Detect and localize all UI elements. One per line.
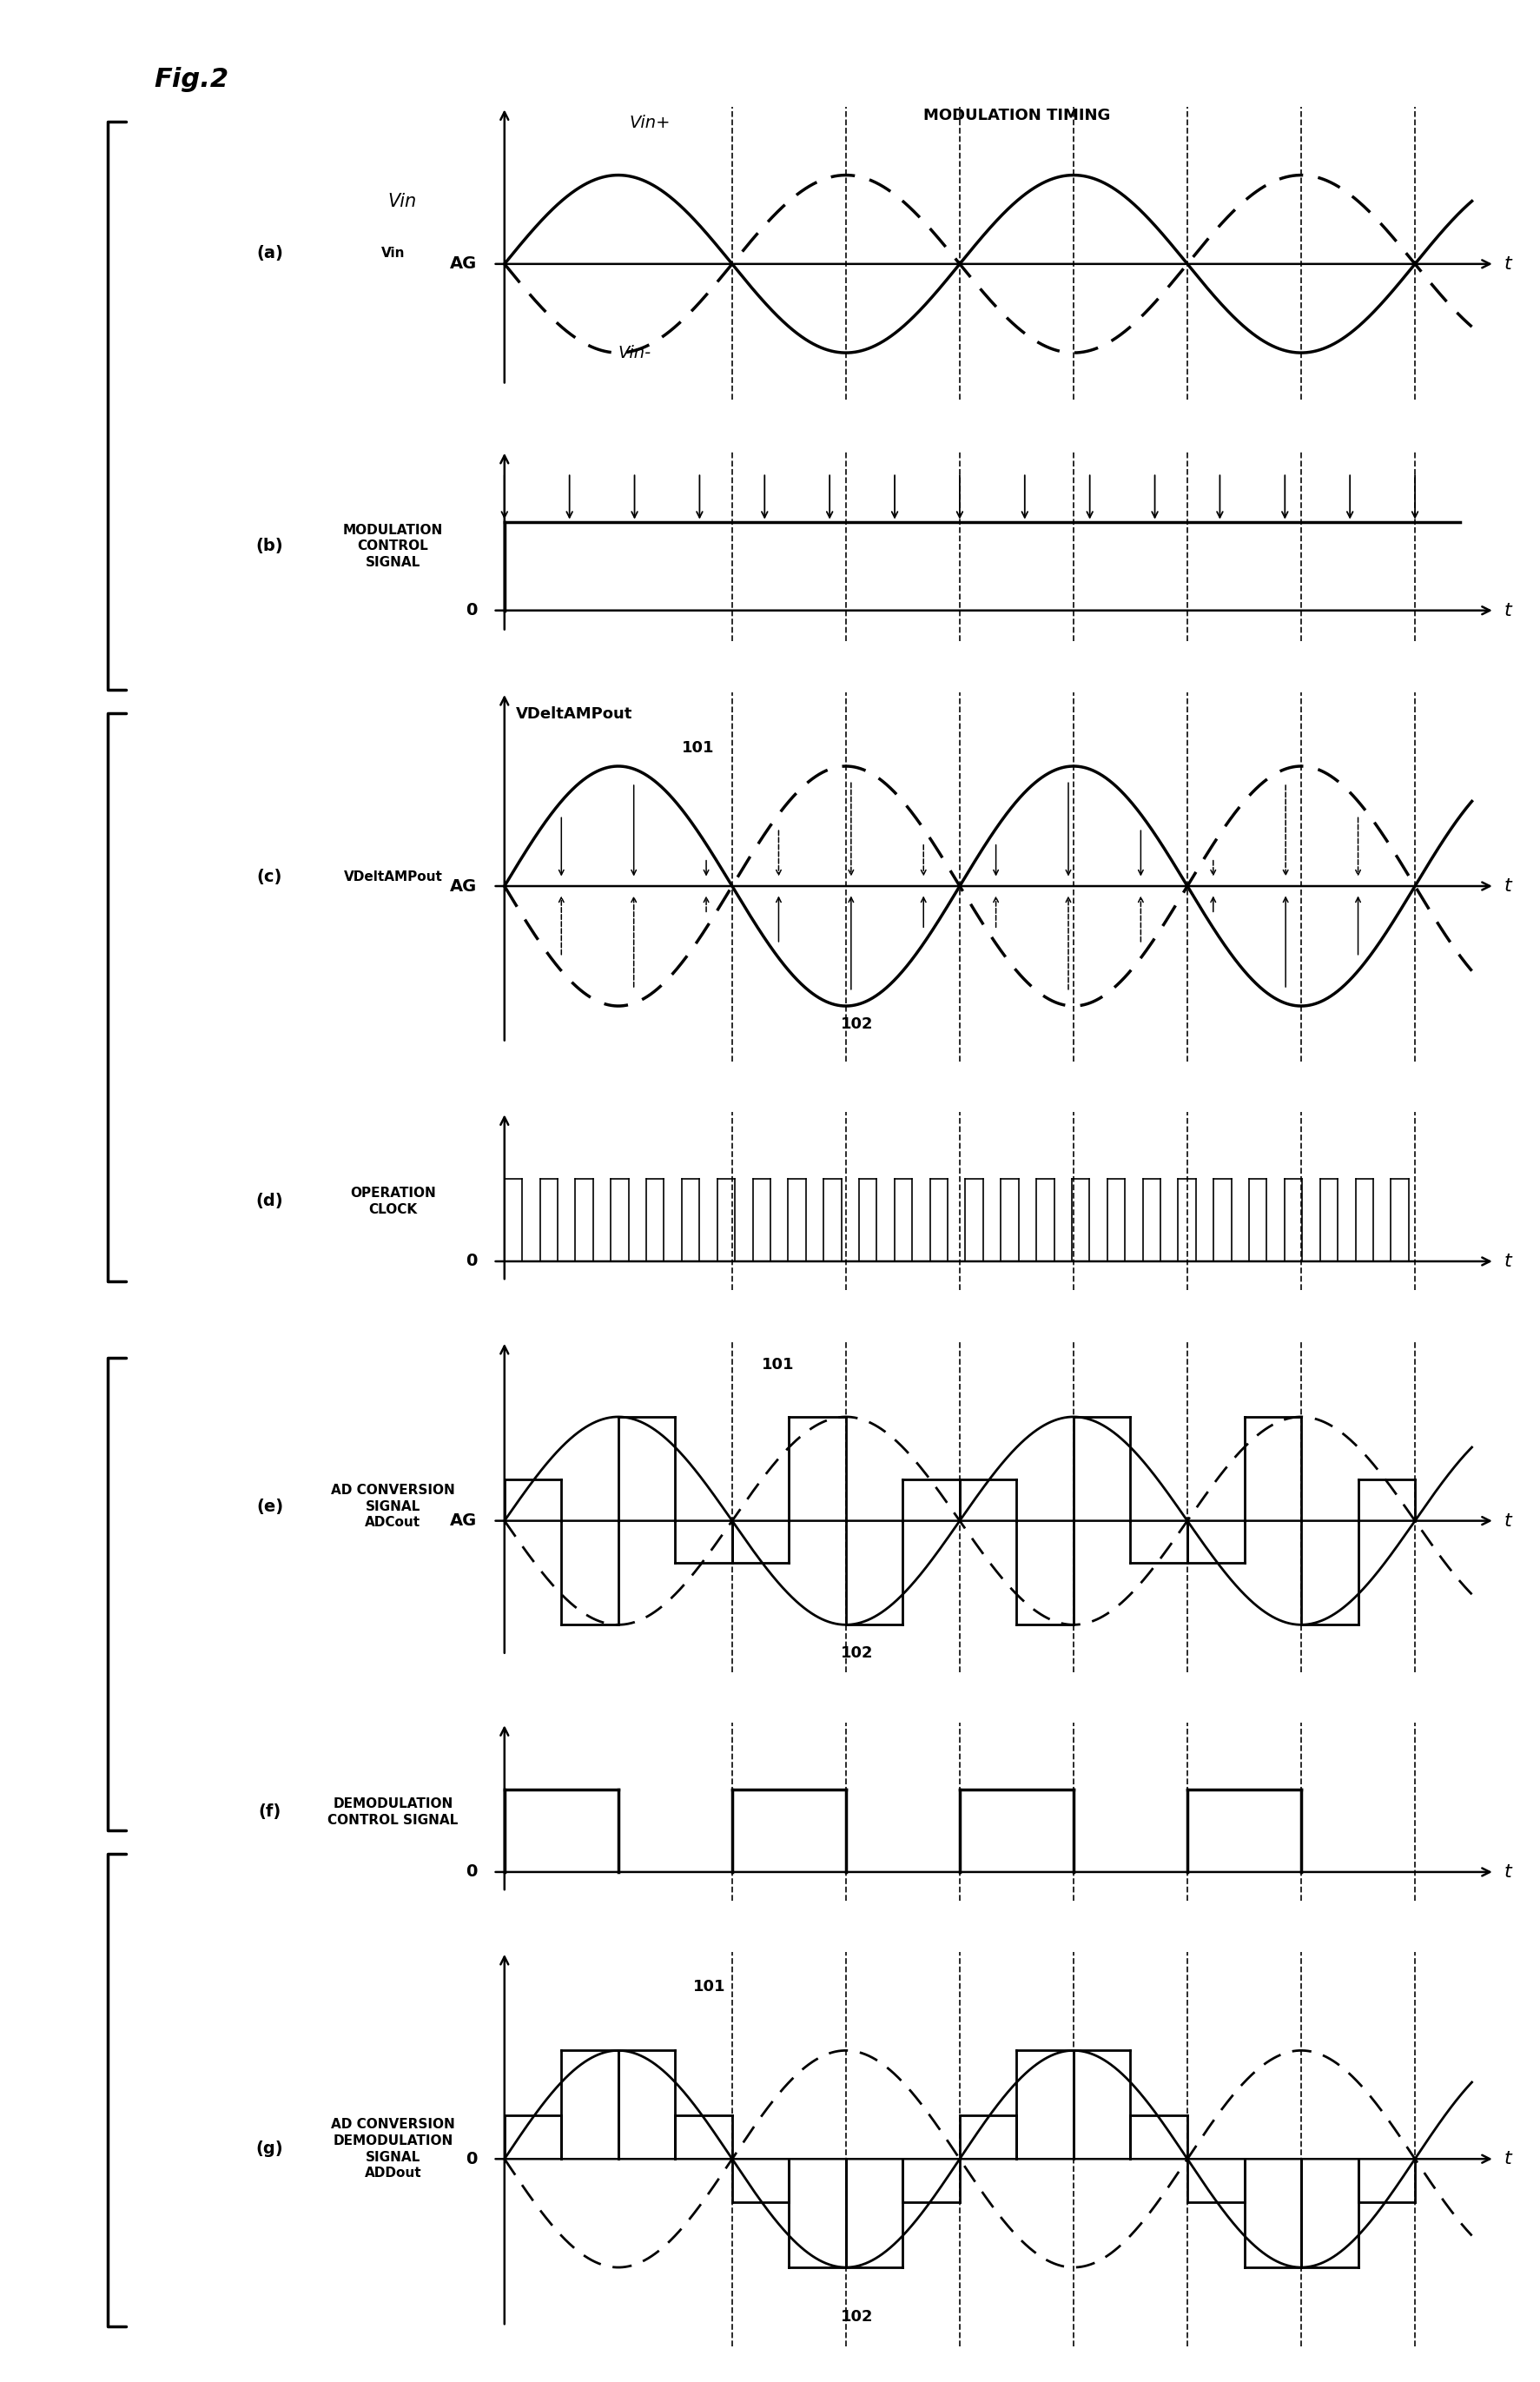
Text: (e): (e) — [256, 1498, 283, 1515]
Text: Vin+: Vin+ — [630, 114, 670, 131]
Text: AG: AG — [450, 255, 477, 272]
Text: 0: 0 — [465, 603, 477, 619]
Text: t: t — [1503, 1253, 1511, 1270]
Text: VDeltAMPout: VDeltAMPout — [516, 705, 633, 722]
Text: (d): (d) — [256, 1193, 283, 1210]
Text: t: t — [1503, 1863, 1511, 1882]
Text: Vin: Vin — [380, 248, 405, 260]
Text: t: t — [1503, 877, 1511, 896]
Text: VDeltAMPout: VDeltAMPout — [343, 869, 442, 884]
Text: OPERATION
CLOCK: OPERATION CLOCK — [350, 1186, 436, 1215]
Text: 102: 102 — [841, 2308, 873, 2325]
Text: 101: 101 — [693, 1979, 725, 1994]
Text: 0: 0 — [465, 1863, 477, 1879]
Text: 102: 102 — [841, 1646, 873, 1660]
Text: DEMODULATION
CONTROL SIGNAL: DEMODULATION CONTROL SIGNAL — [328, 1798, 457, 1827]
Text: AD CONVERSION
DEMODULATION
SIGNAL
ADDout: AD CONVERSION DEMODULATION SIGNAL ADDout — [331, 2118, 454, 2180]
Text: 101: 101 — [761, 1358, 793, 1372]
Text: AG: AG — [450, 1513, 477, 1529]
Text: Fig.2: Fig.2 — [154, 67, 229, 93]
Text: t: t — [1503, 255, 1511, 272]
Text: t: t — [1503, 603, 1511, 619]
Text: 0: 0 — [465, 2151, 477, 2168]
Text: Vin: Vin — [388, 193, 416, 210]
Text: MODULATION
CONTROL
SIGNAL: MODULATION CONTROL SIGNAL — [343, 524, 442, 569]
Text: MODULATION TIMING: MODULATION TIMING — [922, 107, 1109, 124]
Text: (a): (a) — [256, 245, 283, 262]
Text: (c): (c) — [257, 869, 282, 886]
Text: (b): (b) — [256, 538, 283, 555]
Text: AG: AG — [450, 879, 477, 893]
Text: Vin-: Vin- — [618, 345, 651, 362]
Text: 102: 102 — [841, 1017, 873, 1031]
Text: t: t — [1503, 2151, 1511, 2168]
Text: 101: 101 — [681, 741, 715, 755]
Text: 0: 0 — [465, 1253, 477, 1270]
Text: (g): (g) — [256, 2141, 283, 2158]
Text: AD CONVERSION
SIGNAL
ADCout: AD CONVERSION SIGNAL ADCout — [331, 1484, 454, 1529]
Text: (f): (f) — [259, 1803, 280, 1820]
Text: t: t — [1503, 1513, 1511, 1529]
